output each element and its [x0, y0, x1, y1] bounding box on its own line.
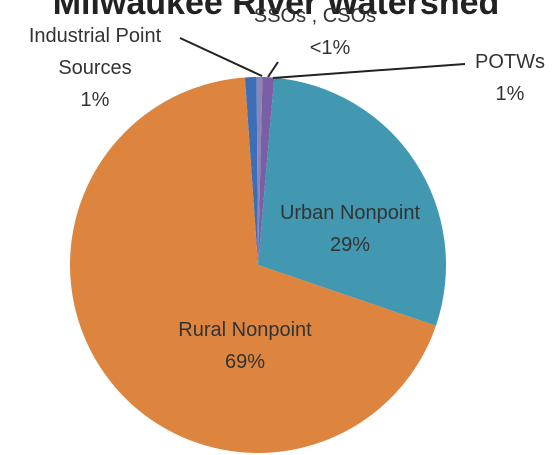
slice-name: Industrial Point Sources [28, 25, 162, 79]
slice-label-group: Rural Nonpoint 69% [145, 314, 345, 378]
slice-label-group: POTWs 1% [460, 46, 552, 110]
slice-name: POTWs [475, 51, 545, 73]
slice-value: 1% [495, 83, 525, 105]
slice-label-group: Urban Nonpoint 29% [255, 197, 445, 261]
leader-line [179, 37, 263, 77]
slice-value: 69% [224, 351, 266, 373]
pie-slice [256, 77, 263, 265]
leader-line [272, 63, 466, 79]
pie-slice [258, 77, 275, 265]
leader-line [267, 61, 279, 78]
slice-value: 1% [80, 89, 110, 111]
pie-slice [258, 77, 446, 326]
slice-name: SSOs , CSOs [253, 5, 377, 27]
slice-name: Urban Nonpoint [279, 202, 421, 224]
pie-slice [70, 77, 436, 454]
slice-value: <1% [309, 37, 351, 59]
slice-label-group: Industrial Point Sources 1% [10, 20, 180, 116]
chart-title: Milwaukee River Watershed [53, 0, 500, 22]
slice-value: 29% [329, 234, 371, 256]
slice-name: Rural Nonpoint [178, 319, 312, 341]
slice-label-group: SSOs , CSOs <1% [250, 0, 380, 64]
pie-slice [244, 77, 258, 265]
